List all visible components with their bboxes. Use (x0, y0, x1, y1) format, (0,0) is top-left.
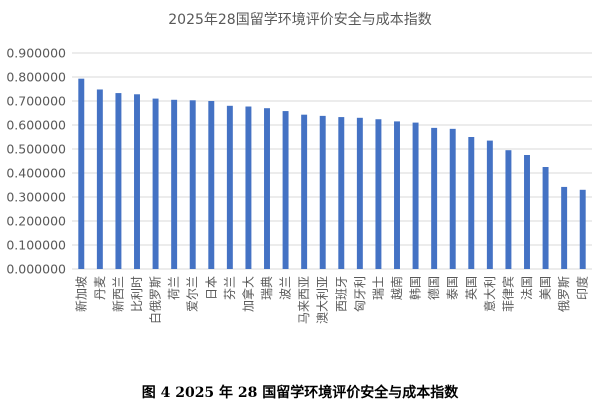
figure-caption: 图 4 2025 年 28 国留学环境评价安全与成本指数 (141, 385, 459, 401)
bar (78, 78, 85, 270)
x-tick-label: 瑞士 (371, 276, 385, 300)
bars (78, 78, 586, 270)
x-tick-label: 越南 (389, 276, 404, 300)
bar (96, 89, 103, 269)
x-tick-label: 意大利 (482, 276, 497, 312)
bar (486, 140, 493, 269)
bar (394, 121, 400, 270)
x-tick-label: 瑞典 (260, 276, 274, 300)
y-tick-label: 0.800000 (6, 70, 66, 85)
bar (375, 119, 382, 270)
bar (264, 108, 270, 269)
bar (301, 114, 308, 270)
bar (524, 155, 530, 269)
y-tick-label: 0.400000 (6, 166, 66, 181)
bar (561, 186, 568, 269)
x-tick-label: 德国 (426, 276, 441, 300)
y-tick-label: 0.300000 (6, 190, 66, 205)
x-tick-label: 泰国 (446, 276, 460, 300)
x-tick-label: 法国 (520, 276, 534, 300)
bar (245, 106, 252, 270)
x-tick-label: 白俄罗斯 (148, 276, 163, 324)
x-tick-label: 菲律宾 (500, 276, 515, 312)
y-tick-label: 0.500000 (6, 142, 66, 157)
x-tick-label: 比利时 (130, 276, 144, 312)
bar (505, 150, 512, 269)
bar (282, 111, 289, 269)
bar (356, 117, 363, 269)
y-tick-label: 0.900000 (6, 46, 66, 61)
x-tick-label: 英国 (464, 276, 478, 300)
x-tick-label: 波兰 (279, 276, 293, 300)
bar (412, 122, 419, 269)
x-tick-label: 西班牙 (334, 276, 348, 312)
gridlines (72, 52, 592, 270)
x-tick-label: 丹麦 (93, 276, 107, 300)
bar (468, 137, 475, 269)
x-tick-label: 爱尔兰 (185, 276, 200, 312)
x-tick-label: 韩国 (408, 276, 423, 300)
bar (115, 93, 122, 269)
bar (208, 101, 215, 269)
bar (449, 128, 456, 269)
bar (171, 99, 178, 269)
x-tick-label: 新西兰 (110, 276, 125, 312)
bar-chart: 2025年28国留学环境评价安全与成本指数 0.0000000.1000000.… (6, 11, 592, 324)
x-tick-label: 印度 (575, 276, 590, 300)
y-tick-label: 0.700000 (6, 94, 66, 109)
x-tick-label: 日本 (204, 276, 218, 300)
x-tick-label: 澳大利亚 (316, 276, 330, 324)
x-tick-label: 美国 (539, 276, 553, 300)
y-tick-label: 0.600000 (6, 118, 66, 133)
bar (226, 105, 233, 269)
y-tick-label: 0.100000 (6, 238, 66, 253)
x-tick-label: 俄罗斯 (557, 276, 571, 312)
x-tick-label: 荷兰 (167, 276, 181, 300)
y-tick-label: 0.200000 (6, 214, 66, 229)
bar (579, 189, 586, 269)
x-tick-label: 加拿大 (240, 276, 255, 312)
bar (431, 127, 438, 269)
x-tick-label: 马来西亚 (297, 276, 311, 324)
bar (542, 167, 549, 269)
x-tick-label: 匈牙利 (353, 276, 367, 312)
chart-title: 2025年28国留学环境评价安全与成本指数 (168, 11, 431, 28)
bar (319, 115, 326, 269)
y-axis-ticks: 0.000000 0.100000 0.200000 0.300000 0.400000… (6, 46, 66, 277)
bar (338, 117, 345, 269)
bar (134, 94, 140, 269)
bar (189, 100, 196, 269)
x-tick-label: 新加坡 (73, 276, 88, 312)
bar (152, 98, 159, 269)
x-axis-ticks: 新加坡 丹麦 新西兰 比利时 白俄罗斯 荷兰 爱尔兰 日本 芬兰 加拿大 瑞典 波兰 马来西亚 澳大利亚西… (73, 276, 589, 324)
y-tick-label: 0.000000 (6, 262, 66, 277)
x-tick-label: 芬兰 (223, 276, 237, 300)
